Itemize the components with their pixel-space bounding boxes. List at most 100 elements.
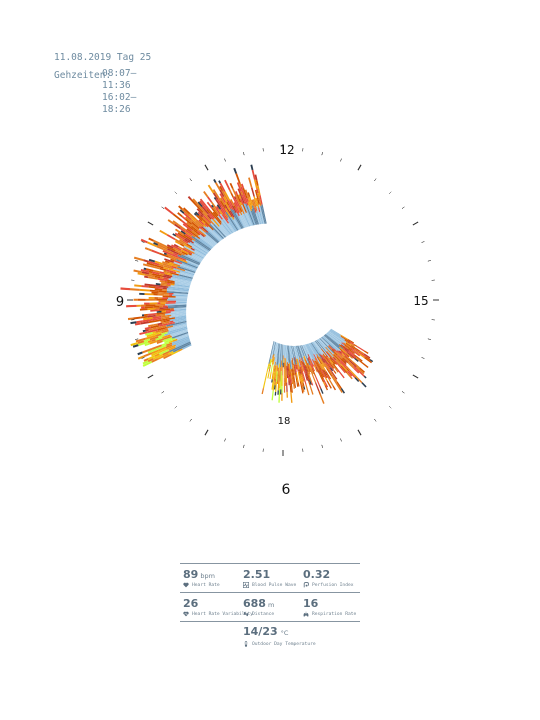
bar-segment — [302, 344, 309, 358]
bar-segment — [364, 357, 373, 364]
bar-segment — [326, 350, 334, 360]
bar-segment — [168, 320, 174, 323]
bar-segment — [296, 358, 300, 365]
dial-tick — [401, 391, 405, 394]
bar-segment — [193, 242, 209, 253]
bar-segment — [254, 174, 258, 181]
bar-segment — [271, 390, 274, 401]
dial-tick — [243, 152, 245, 156]
bar-segment — [210, 218, 227, 237]
bar-segment — [184, 231, 193, 237]
bar-segment — [181, 226, 187, 231]
bar-segment — [233, 205, 237, 209]
bar-segment — [163, 270, 171, 274]
bar-segment — [203, 205, 208, 210]
bar-segment — [175, 249, 186, 256]
bar-segment — [253, 207, 257, 213]
bar-segment — [190, 225, 198, 232]
bar-segment — [344, 339, 348, 342]
bar-segment — [355, 357, 361, 362]
bar-segment — [327, 331, 344, 344]
bar-segment — [194, 239, 211, 252]
bar-segment — [143, 358, 149, 362]
bar-segment — [218, 225, 228, 237]
bar-segment — [338, 350, 343, 354]
bar-segment — [130, 342, 139, 347]
bar-segment — [338, 346, 346, 353]
bar-segment — [270, 364, 273, 372]
bar-segment — [298, 369, 301, 376]
bar-segment — [333, 370, 337, 374]
bar-segment — [144, 306, 154, 309]
bar-segment — [205, 226, 222, 242]
bar-segment — [278, 396, 280, 403]
bar-segment — [151, 344, 162, 350]
bar-segment — [156, 340, 163, 345]
bar-segment — [172, 247, 183, 253]
bar-segment — [209, 212, 215, 219]
bar-segment — [140, 238, 148, 244]
bar-segment — [168, 324, 188, 332]
bar-segment — [282, 359, 284, 363]
bar-segment — [168, 294, 173, 296]
bar-segment — [139, 331, 148, 336]
bar-segment — [185, 229, 194, 236]
bar-segment — [155, 307, 160, 310]
bar-segment — [340, 335, 351, 343]
bar-segment — [248, 177, 253, 188]
bar-segment — [342, 357, 349, 364]
bar-segment — [332, 363, 339, 370]
bar-segment — [305, 364, 309, 373]
bar-segment — [247, 201, 253, 212]
lungs-icon — [303, 611, 309, 617]
bar-segment — [156, 344, 167, 350]
bar-segment — [290, 391, 293, 403]
bar-segment — [183, 212, 192, 221]
bar-segment — [169, 261, 174, 265]
bar-segment — [187, 196, 192, 201]
bar-segment — [294, 370, 297, 374]
bar-segment — [315, 366, 321, 375]
bar-segment — [164, 327, 188, 336]
bar-segment — [277, 390, 279, 395]
bar-segment — [203, 224, 207, 228]
bar-segment — [299, 345, 304, 357]
dial-tick — [412, 221, 419, 226]
bar-segment — [255, 197, 260, 208]
bar-segment — [173, 243, 179, 248]
stats-row-1: 89 bpm Heart Rate 2.51 Blood Pulse Wave 0… — [180, 564, 360, 592]
bar-segment — [221, 190, 228, 200]
bar-segment — [278, 363, 281, 371]
bar-segment — [318, 357, 325, 368]
bar-segment — [293, 345, 298, 359]
hrv-label: Heart Rate Variability — [192, 611, 253, 617]
bar-segment — [196, 203, 204, 211]
bar-segment — [284, 344, 286, 358]
bar-segment — [347, 339, 355, 344]
bar-segment — [285, 368, 287, 377]
bar-segment — [309, 364, 312, 370]
bar-segment — [276, 376, 279, 384]
bar-segment — [361, 382, 367, 388]
bar-segment — [165, 344, 177, 351]
bar-segment — [181, 215, 187, 220]
bar-segment — [205, 231, 219, 244]
bar-segment — [164, 260, 170, 264]
bar-segment — [301, 345, 311, 366]
bar-segment — [155, 336, 163, 341]
footsteps-icon — [243, 611, 249, 617]
bar-segment — [332, 385, 337, 391]
bar-segment — [199, 200, 205, 207]
bar-segment — [173, 307, 187, 310]
bar-segment — [217, 199, 224, 208]
bar-segment — [273, 342, 278, 366]
bar-segment — [332, 358, 340, 367]
bar-segment — [139, 288, 150, 292]
bar-segment — [311, 359, 317, 367]
bar-segment — [352, 365, 358, 370]
bar-segment — [352, 361, 361, 369]
bar-segment — [214, 216, 222, 225]
bar-segment — [182, 248, 188, 252]
bar-segment — [258, 196, 262, 207]
bar-segment — [215, 205, 220, 210]
